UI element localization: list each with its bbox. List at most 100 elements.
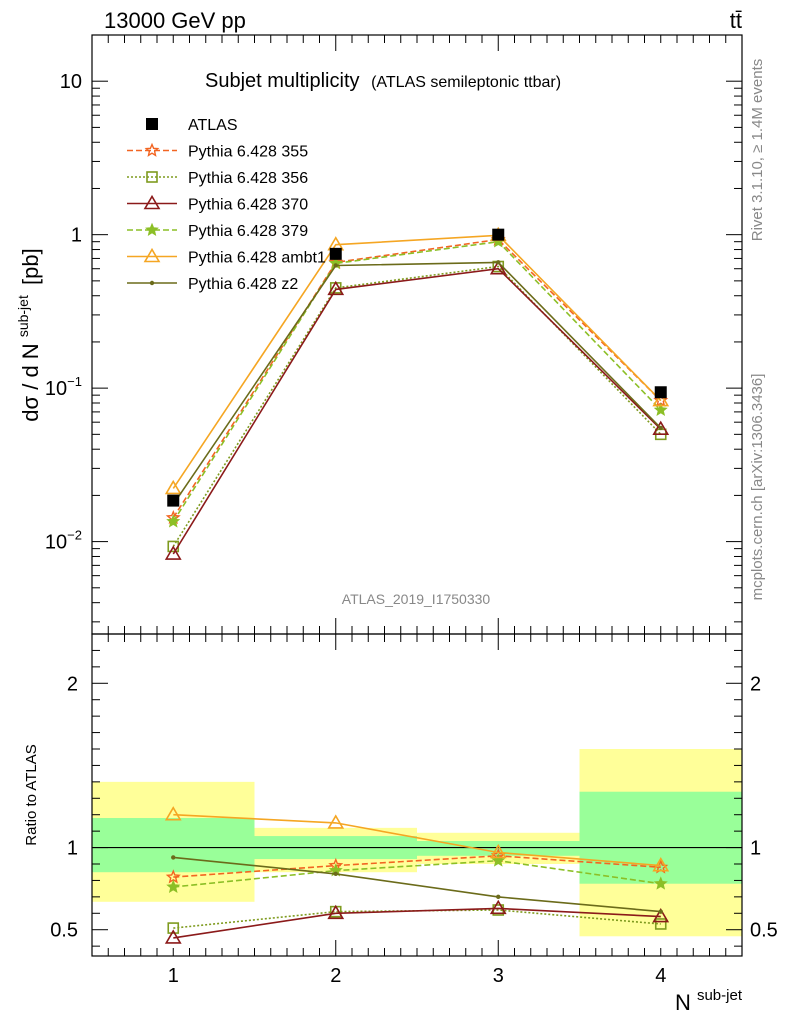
ratio-tick-label-right: 2 <box>750 673 761 695</box>
ratio-panel: 0.5 0.5 1 1 2 2 1 2 3 4 Ratio to ATLAS <box>23 633 778 987</box>
data-point <box>653 402 668 416</box>
series-3 <box>164 260 670 560</box>
ratio-point <box>658 909 663 914</box>
uncertainty-band <box>579 749 742 937</box>
data-point <box>327 280 345 296</box>
legend-item: Pythia 6.428 z2 <box>127 276 298 293</box>
ratio-point <box>333 871 338 877</box>
legend-label: Pythia 6.428 379 <box>188 223 308 240</box>
data-point <box>489 260 507 275</box>
data-point <box>164 545 182 560</box>
band-green <box>92 818 255 873</box>
series-line <box>172 238 662 519</box>
ratio-line <box>173 859 661 888</box>
ratio-series-3 <box>164 899 670 944</box>
ratio-point <box>164 806 182 821</box>
ratio-y-axis-title: Ratio to ATLAS <box>23 744 40 845</box>
legend-item: Pythia 6.428 379 <box>127 222 308 240</box>
series-line <box>172 267 662 555</box>
legend-item: Pythia 6.428 356 <box>127 170 308 187</box>
main-plot-area: 10 1 10−1 10−2 <box>45 34 743 956</box>
ratio-series-6 <box>171 855 663 914</box>
ratio-point <box>489 843 507 859</box>
series-6 <box>171 260 663 507</box>
x-ticks <box>91 35 743 956</box>
series-2 <box>167 260 667 553</box>
data-point <box>167 494 180 507</box>
ratio-line <box>173 856 661 913</box>
data-point <box>496 260 501 265</box>
data-point <box>329 247 342 260</box>
legend-marker <box>149 280 155 286</box>
ratio-point <box>171 855 176 860</box>
y-tick-label: 10 <box>60 71 82 93</box>
legend-item: Pythia 6.428 ambt1 <box>127 247 326 267</box>
y-axis-title-main: dσ / d N <box>18 343 43 421</box>
data-point <box>492 228 505 241</box>
legend-marker <box>146 118 158 130</box>
ratio-series-5 <box>164 806 670 872</box>
x-tick-label: 4 <box>655 965 666 987</box>
x-tick-label: 3 <box>493 965 504 987</box>
svg-text:Subjet multiplicity (A: Subjet multiplicity (ATLAS semileptonic … <box>205 70 561 92</box>
svg-text:N sub-jet: N sub-jet <box>675 987 743 1015</box>
ratio-tick-label-left: 2 <box>67 673 78 695</box>
data-point <box>658 425 663 431</box>
x-axis-title: N sub-jet <box>675 987 743 1015</box>
legend-marker <box>143 194 161 210</box>
legend-label: ATLAS <box>188 117 238 134</box>
band-green <box>579 791 742 884</box>
main-panel: 10 1 10−1 10−2 ATLAS_2019_I1750330 Subjet m… <box>8 34 743 956</box>
ratio-point <box>327 904 345 920</box>
ratio-point <box>491 853 506 867</box>
ratio-point <box>327 814 345 829</box>
ratio-point <box>654 918 667 930</box>
chart-title: Subjet multiplicity (ATLAS semileptonic … <box>205 70 561 92</box>
ratio-tick-label-left: 1 <box>67 838 78 860</box>
main-y-ticks: 10 1 10−1 10−2 <box>45 34 742 623</box>
y-axis-title-unit: [pb] <box>18 248 43 285</box>
x-axis-title-main: N <box>675 990 691 1015</box>
ratio-y-ticks: 0.5 0.5 1 1 2 2 <box>50 649 778 947</box>
ratio-series-4 <box>166 853 668 893</box>
y-tick-label: 10−2 <box>45 528 82 554</box>
chart-title-main: Subjet multiplicity <box>205 70 360 92</box>
series-line <box>172 265 662 547</box>
ratio-point <box>496 894 501 900</box>
x-axis-title-sup: sub-jet <box>697 987 743 1004</box>
data-point <box>164 479 182 495</box>
ratio-point <box>653 876 668 890</box>
legend-marker <box>145 222 159 236</box>
series-atlas-data <box>167 228 667 507</box>
ratio-line <box>173 854 661 878</box>
x-tick-label: 2 <box>330 965 341 987</box>
rivet-label: Rivet 3.1.10, ≥ 1.4M events <box>749 59 766 242</box>
ratio-point <box>489 899 507 915</box>
y-tick-label: 10−1 <box>45 374 82 400</box>
data-point <box>654 386 667 399</box>
energy-label: 13000 GeV pp <box>104 8 246 33</box>
legend-label: Pythia 6.428 ambt1 <box>188 250 326 267</box>
mcplots-label: mcplots.cern.ch [arXiv:1306.3436] <box>749 374 766 601</box>
ratio-point <box>652 907 670 923</box>
legend-label: Pythia 6.428 355 <box>188 144 308 161</box>
y-axis-title: dσ / d N sub-jet [pb] <box>8 248 43 421</box>
legend-item: Pythia 6.428 370 <box>127 194 308 214</box>
ratio-tick-label-right: 0.5 <box>750 920 778 942</box>
ratio-line <box>173 907 661 939</box>
legend-marker <box>144 142 160 157</box>
process-label: tt̄ <box>730 8 742 33</box>
series-line <box>172 234 662 489</box>
ratio-plot-area: 0.5 0.5 1 1 2 2 1 2 3 4 <box>50 633 778 987</box>
ratio-frame <box>91 633 743 957</box>
data-point <box>333 263 338 268</box>
data-point <box>166 514 181 528</box>
ratio-point <box>167 922 180 934</box>
analysis-label: ATLAS_2019_I1750330 <box>342 591 491 607</box>
svg-text:dσ / d N sub-jet: dσ / d N sub-jet [pb] <box>8 248 43 421</box>
ratio-point <box>164 929 182 944</box>
series-line <box>172 261 662 505</box>
ratio-line <box>173 813 661 867</box>
ratio-point <box>652 857 670 872</box>
